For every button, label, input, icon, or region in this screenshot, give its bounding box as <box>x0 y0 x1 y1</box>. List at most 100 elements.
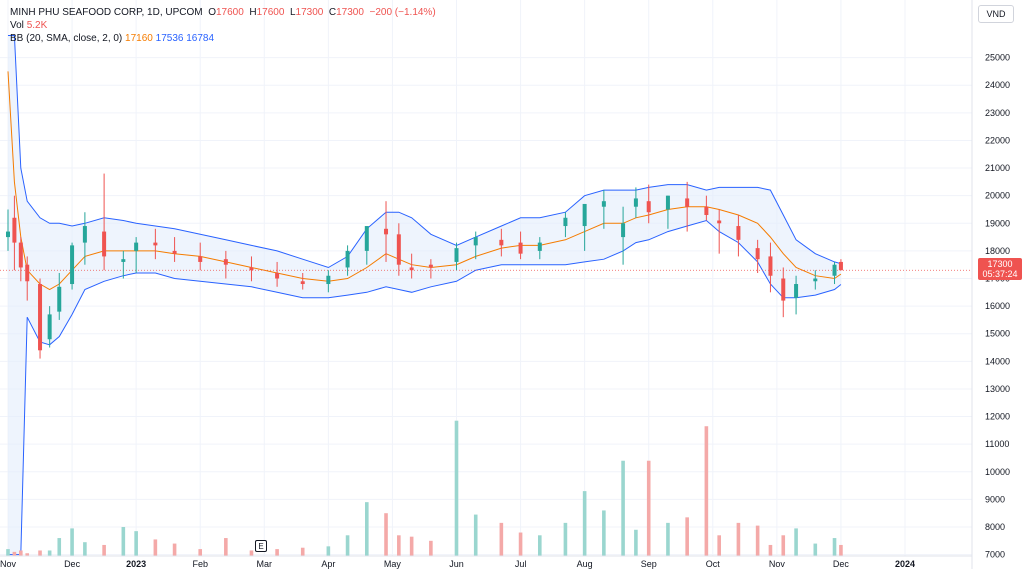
volume-bar <box>736 522 741 556</box>
volume-bar <box>634 529 638 556</box>
volume-bar <box>666 522 670 556</box>
bb-band-fill <box>8 35 841 555</box>
volume-bar <box>518 532 523 556</box>
y-tick-label: 19000 <box>985 218 1010 228</box>
legend-bb-label: BB (20, SMA, close, 2, 0) <box>10 33 123 44</box>
volume-bar <box>685 517 689 556</box>
legend-close: 17300 <box>336 7 364 18</box>
candle-body <box>223 259 228 265</box>
candle-body <box>57 286 62 312</box>
y-tick-label: 25000 <box>985 53 1010 63</box>
volume-bar <box>83 542 87 556</box>
x-tick-label: Jun <box>449 559 464 569</box>
candle-body <box>345 250 350 268</box>
y-tick-label: 24000 <box>985 80 1010 90</box>
earnings-marker[interactable]: E <box>255 540 267 552</box>
volume-bar <box>409 536 414 556</box>
candle-body <box>12 217 17 243</box>
volume-bar <box>153 539 158 556</box>
volume-bar <box>6 549 10 556</box>
candle-body <box>172 250 177 254</box>
time-axis[interactable]: Nov Dec 2023 Feb Mar Apr May Jun Jul Aug Sep Oct Nov… <box>0 555 972 569</box>
x-tick-label: Feb <box>192 559 208 569</box>
candle-body <box>499 239 504 246</box>
legend-symbol[interactable]: MINH PHU SEAFOOD CORP, 1D, UPCOM <box>10 7 203 18</box>
x-tick-label: Oct <box>706 559 721 569</box>
candlesticks <box>6 173 843 359</box>
candle-body <box>38 284 43 351</box>
legend-bb-lower: 16784 <box>186 33 215 44</box>
volume-bar <box>172 543 177 556</box>
volume-bar <box>198 549 203 556</box>
y-tick-label: 22000 <box>985 135 1010 145</box>
volume-bar <box>38 550 42 556</box>
y-tick-label: 11000 <box>985 439 1009 449</box>
candle-body <box>665 195 670 210</box>
volume-bar <box>300 547 305 556</box>
candle-body <box>364 226 369 251</box>
x-tick-label: 2023 <box>126 559 146 569</box>
legend-bb-basis: 17160 <box>125 33 153 44</box>
y-tick-label: 12000 <box>985 412 1010 422</box>
last-price-tag: 17300 05:37:24 <box>978 258 1022 280</box>
candle-body <box>755 248 760 260</box>
x-tick-label: Mar <box>257 559 273 569</box>
volume-bar <box>249 550 254 556</box>
candle-body <box>47 314 52 340</box>
candle-body <box>717 220 722 224</box>
volume-bar <box>454 420 459 556</box>
legend-bb-row[interactable]: BB (20, SMA, close, 2, 0) 17160 17536 16… <box>10 32 436 45</box>
y-tick-label: 14000 <box>985 356 1010 366</box>
currency-button[interactable]: VND <box>978 5 1014 23</box>
candle-body <box>153 242 158 246</box>
volume-bar <box>121 527 126 556</box>
volume-bar <box>563 522 568 556</box>
candle-body <box>134 242 139 251</box>
volume-bar <box>755 525 760 556</box>
volume-bar <box>839 544 843 556</box>
x-tick-label: Jul <box>515 559 527 569</box>
candle-body <box>685 198 690 207</box>
volume-bar <box>704 426 709 556</box>
bollinger-bands <box>0 35 972 556</box>
legend: MINH PHU SEAFOOD CORP, 1D, UPCOM O17600 … <box>10 6 436 45</box>
candle-body <box>121 259 126 262</box>
volume-bar <box>12 551 17 556</box>
volume-bar <box>813 543 818 556</box>
candle-body <box>428 264 433 268</box>
candle-body <box>326 275 331 285</box>
candle-body <box>384 228 389 235</box>
y-tick-label: 20000 <box>985 191 1010 201</box>
legend-o-label: O <box>208 7 216 18</box>
candle-body <box>582 203 587 227</box>
x-tick-label: May <box>384 559 402 569</box>
legend-volume-row[interactable]: Vol 5.2K <box>10 19 436 32</box>
x-tick-label: Dec <box>64 559 81 569</box>
y-tick-label: 10000 <box>985 467 1010 477</box>
volume-bar <box>582 491 587 556</box>
y-tick-label: 23000 <box>985 108 1010 118</box>
volume-bar <box>717 535 721 556</box>
volume-bar <box>275 549 279 556</box>
candle-body <box>409 267 414 271</box>
legend-vol-value: 5.2K <box>26 20 48 31</box>
candle-body <box>102 231 107 257</box>
volume-bar <box>102 544 106 556</box>
x-tick-label: 2024 <box>895 559 915 569</box>
y-tick-label: 16000 <box>985 301 1010 311</box>
volume-bar <box>345 535 350 556</box>
volume-bar <box>537 535 542 556</box>
volume-bar <box>473 514 478 556</box>
y-tick-label: 21000 <box>985 163 1010 173</box>
legend-c-label: C <box>328 7 337 18</box>
candle-body <box>646 201 651 213</box>
candle-body <box>249 267 254 271</box>
price-axis[interactable]: 25000 24000 23000 22000 21000 20000 19000 18000… <box>971 0 1010 569</box>
y-tick-label: 18000 <box>985 246 1010 256</box>
legend-h-label: H <box>249 7 257 18</box>
volume-bar <box>646 460 651 556</box>
volume-bar <box>397 535 401 556</box>
candle-body <box>25 264 30 282</box>
x-tick-label: Apr <box>321 559 335 569</box>
